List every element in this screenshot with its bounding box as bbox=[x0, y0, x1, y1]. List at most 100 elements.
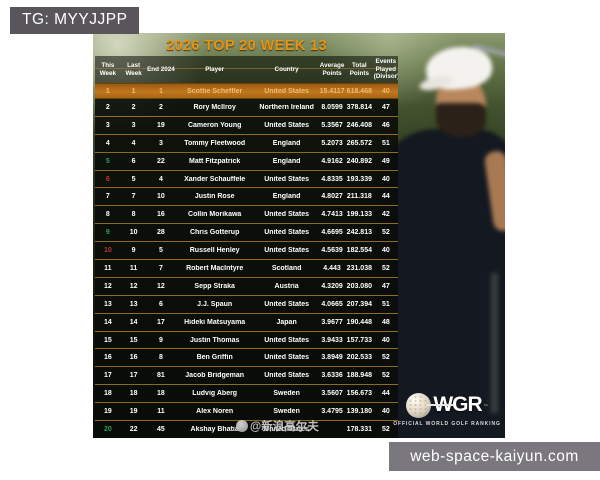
events-played: 46 bbox=[381, 121, 390, 129]
player-name: Xander Schauffele bbox=[184, 175, 246, 183]
events-played: 47 bbox=[381, 282, 390, 290]
site-label: web-space-kaiyun.com bbox=[389, 442, 600, 471]
rank-last-week: 7 bbox=[131, 193, 136, 201]
country-name: England bbox=[272, 193, 301, 201]
events-played: 49 bbox=[381, 157, 390, 165]
rank-this-week: 18 bbox=[103, 390, 112, 398]
player-name: Justin Thomas bbox=[189, 336, 240, 344]
player-name: Justin Rose bbox=[194, 193, 235, 201]
rank-end-2024: 6 bbox=[158, 300, 163, 308]
country-name: United States bbox=[264, 247, 309, 255]
rank-this-week: 19 bbox=[103, 408, 112, 416]
col-header-player: Player bbox=[205, 65, 225, 73]
average-points: 3.4795 bbox=[321, 408, 343, 416]
rank-end-2024: 1 bbox=[158, 87, 163, 95]
rank-this-week: 6 bbox=[105, 175, 110, 183]
total-points: 178.331 bbox=[346, 425, 372, 433]
golfer-beard bbox=[436, 103, 486, 137]
tg-label: TG: MYYJJPP bbox=[10, 7, 140, 34]
table-row: 18 18 18 Ludvig Aberg Sweden 3.5607 156.… bbox=[95, 385, 398, 404]
rank-last-week: 4 bbox=[131, 139, 136, 147]
table-row: 2 2 2 Rory McIlroy Northern Ireland 8.05… bbox=[95, 99, 398, 117]
rank-last-week: 12 bbox=[129, 282, 138, 290]
rank-this-week: 14 bbox=[103, 318, 112, 326]
average-points: 15.4117 bbox=[319, 87, 345, 95]
table-row: 12 12 12 Sepp Straka Austria 4.3209 203.… bbox=[95, 277, 398, 296]
country-name: United States bbox=[264, 354, 309, 362]
events-played: 40 bbox=[381, 247, 390, 255]
rank-this-week: 2 bbox=[105, 103, 110, 111]
player-name: Ben Griffin bbox=[196, 354, 233, 362]
col-header-country: Country bbox=[274, 65, 299, 73]
ranking-table: 2026 TOP 20 WEEK 13 This Week Last Week … bbox=[95, 36, 398, 438]
rank-last-week: 18 bbox=[129, 390, 138, 398]
col-header-events: Events Played (Divisor) bbox=[373, 58, 398, 81]
player-name: Matt Fitzpatrick bbox=[188, 157, 241, 165]
events-played: 44 bbox=[381, 193, 390, 201]
rank-end-2024: 18 bbox=[156, 390, 165, 398]
table-row: 13 13 6 J.J. Spaun United States 4.0665 … bbox=[95, 295, 398, 314]
rank-last-week: 10 bbox=[129, 229, 138, 237]
country-name: Scotland bbox=[271, 264, 302, 272]
events-played: 44 bbox=[381, 390, 390, 398]
average-points: 4.5639 bbox=[321, 247, 343, 255]
events-played: 40 bbox=[381, 408, 390, 416]
events-played: 52 bbox=[381, 354, 390, 362]
table-row: 6 5 4 Xander Schauffele United States 4.… bbox=[95, 170, 398, 189]
events-played: 52 bbox=[381, 425, 390, 433]
rank-end-2024: 19 bbox=[156, 121, 165, 129]
player-name: Jacob Bridgeman bbox=[185, 372, 245, 380]
total-points: 202.533 bbox=[346, 354, 372, 362]
total-points: 203.080 bbox=[346, 282, 372, 290]
rank-last-week: 9 bbox=[131, 247, 136, 255]
rank-this-week: 16 bbox=[103, 354, 112, 362]
rank-end-2024: 7 bbox=[158, 264, 163, 272]
country-name: Japan bbox=[276, 318, 297, 326]
rank-last-week: 14 bbox=[129, 318, 138, 326]
events-played: 42 bbox=[381, 211, 390, 219]
total-points: 193.339 bbox=[346, 175, 372, 183]
total-points: 207.394 bbox=[346, 300, 372, 308]
rank-last-week: 5 bbox=[131, 175, 136, 183]
events-played: 40 bbox=[381, 87, 390, 95]
total-points: 199.133 bbox=[346, 211, 372, 219]
average-points: 4.0665 bbox=[321, 300, 343, 308]
total-points: 157.733 bbox=[346, 336, 372, 344]
total-points: 265.572 bbox=[346, 139, 372, 147]
rank-this-week: 20 bbox=[103, 425, 112, 433]
table-row: 5 6 22 Matt Fitzpatrick England 4.9162 2… bbox=[95, 152, 398, 171]
total-points: 231.038 bbox=[346, 264, 372, 272]
average-points: 5.2073 bbox=[321, 139, 343, 147]
table-row: 15 15 9 Justin Thomas United States 3.94… bbox=[95, 331, 398, 350]
average-points: 4.6695 bbox=[321, 229, 343, 237]
table-row: 9 10 28 Chris Gotterup United States 4.6… bbox=[95, 224, 398, 243]
ball-base-line bbox=[410, 403, 455, 406]
events-played: 40 bbox=[381, 336, 390, 344]
rank-end-2024: 4 bbox=[158, 175, 163, 183]
rank-this-week: 11 bbox=[104, 264, 112, 272]
country-name: United States bbox=[264, 87, 309, 95]
player-name: Tommy Fleetwood bbox=[184, 139, 246, 147]
col-header-total: Total Points bbox=[349, 61, 369, 77]
rank-this-week: 10 bbox=[103, 247, 112, 255]
events-played: 40 bbox=[381, 175, 390, 183]
country-name: Sweden bbox=[273, 408, 300, 416]
rank-this-week: 15 bbox=[103, 336, 112, 344]
photo-watermark: @新浪高尔夫 bbox=[236, 418, 319, 434]
table-row: 3 3 19 Cameron Young United States 5.356… bbox=[95, 116, 398, 135]
total-points: 190.448 bbox=[346, 318, 372, 326]
total-points: 156.673 bbox=[346, 390, 372, 398]
rank-end-2024: 5 bbox=[158, 247, 163, 255]
events-played: 52 bbox=[381, 229, 390, 237]
table-header: This Week Last Week End 2024 Player Coun… bbox=[95, 56, 398, 83]
rank-end-2024: 8 bbox=[158, 354, 163, 362]
table-row: 14 14 17 Hideki Matsuyama Japan 3.9677 1… bbox=[95, 313, 398, 332]
rank-last-week: 22 bbox=[129, 425, 138, 433]
rank-this-week: 4 bbox=[105, 139, 110, 147]
country-name: United States bbox=[264, 229, 309, 237]
total-points: 139.180 bbox=[346, 408, 372, 416]
rank-end-2024: 3 bbox=[158, 139, 163, 147]
average-points: 3.9433 bbox=[321, 336, 343, 344]
average-points: 3.8949 bbox=[321, 354, 343, 362]
player-name: Robert MacIntyre bbox=[186, 264, 244, 272]
